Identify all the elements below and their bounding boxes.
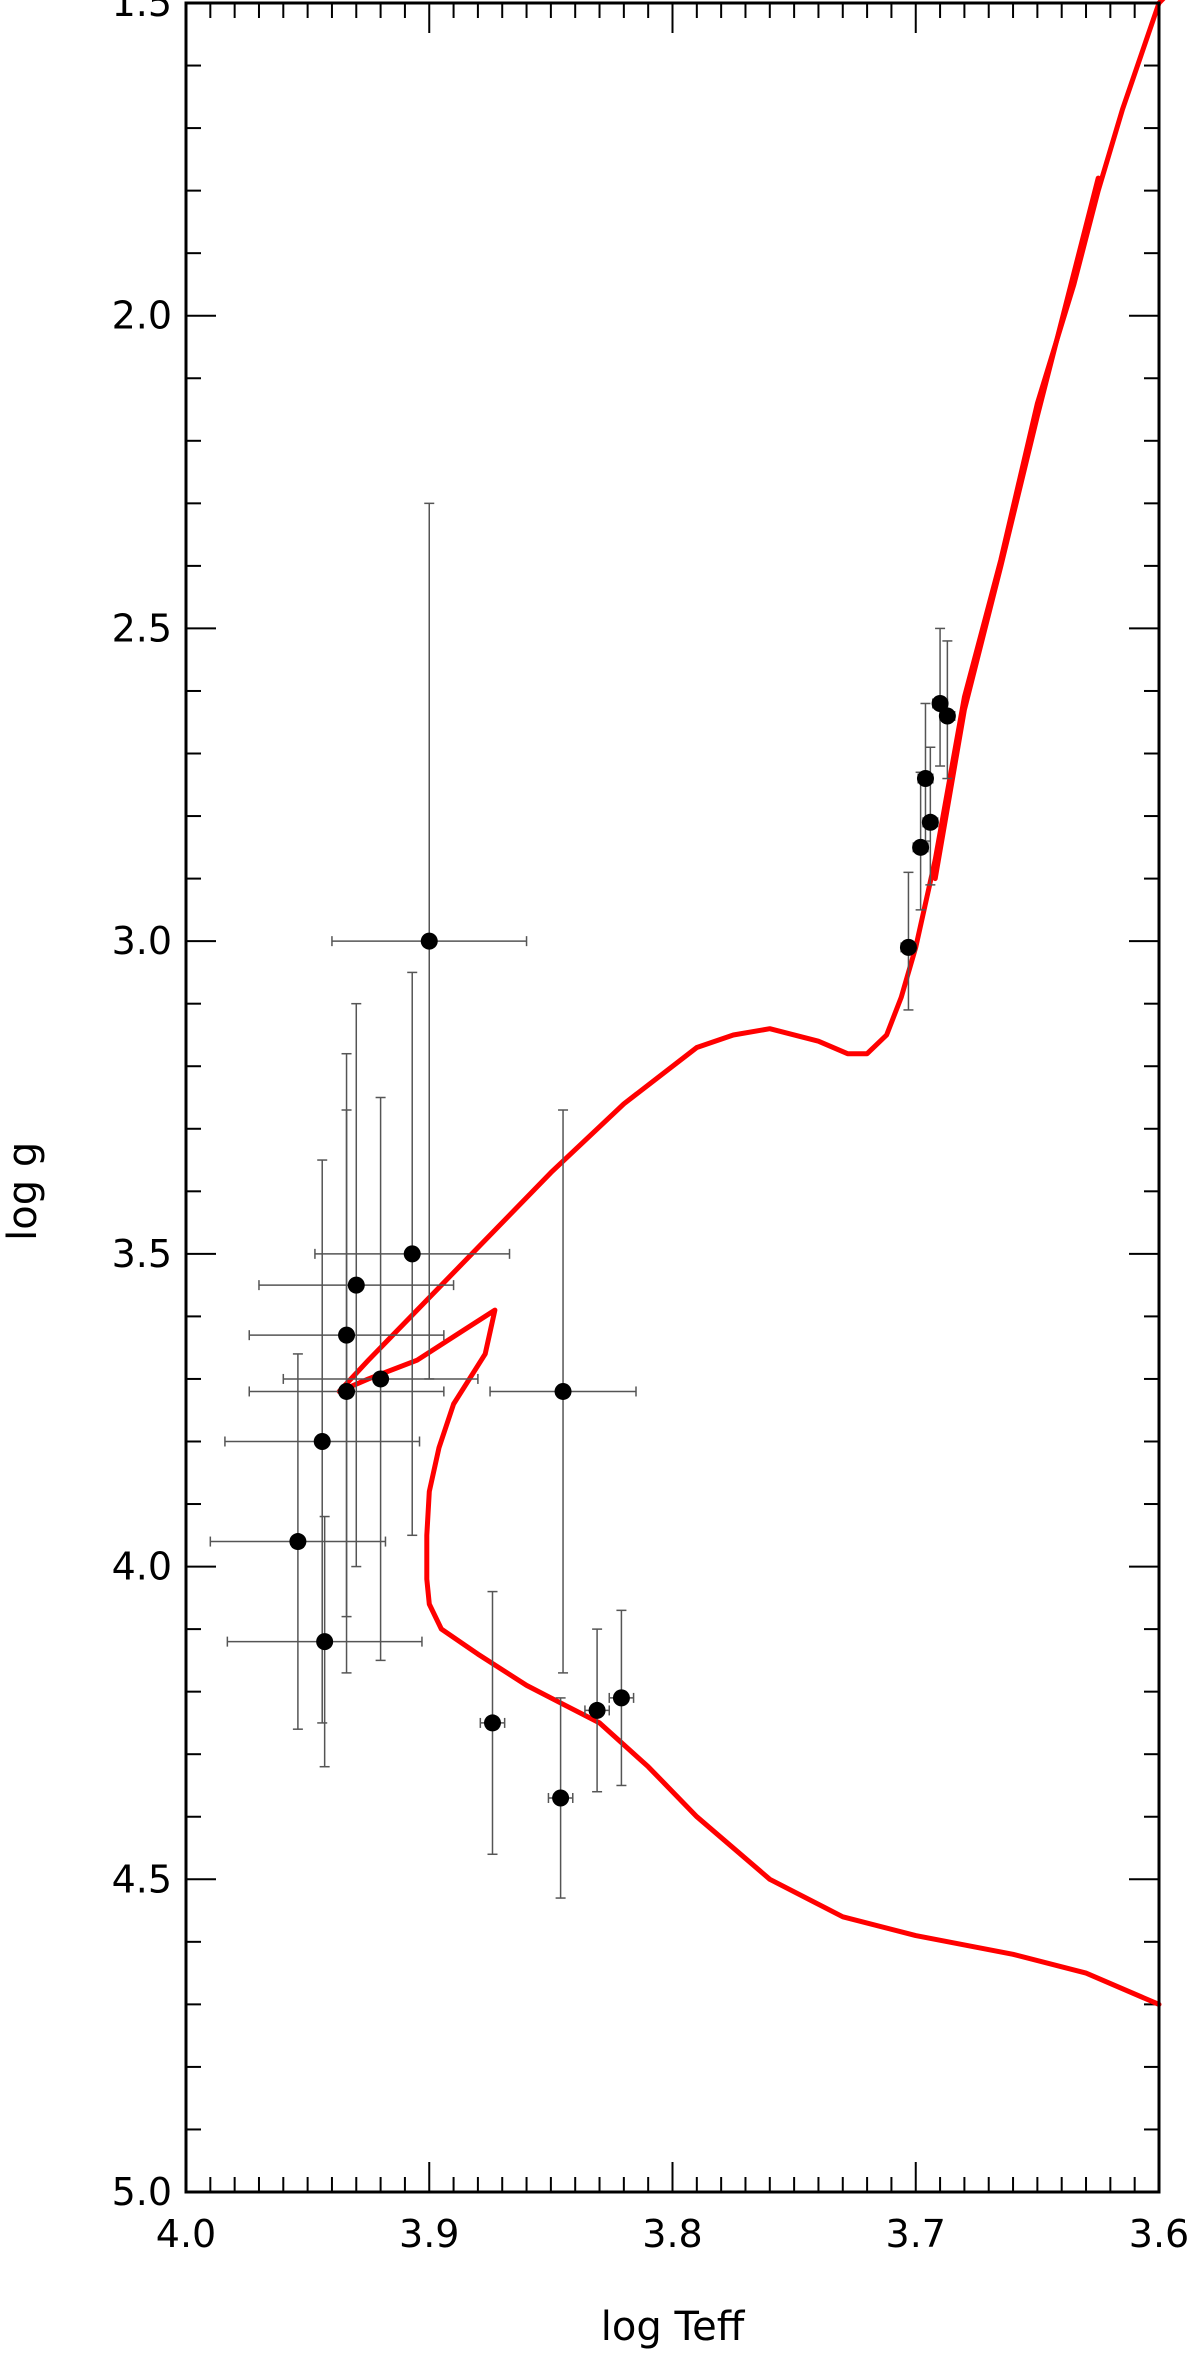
data-point [899, 938, 917, 956]
data-point [372, 1370, 390, 1388]
y-tick-label: 1.5 [112, 0, 172, 25]
data-point [483, 1714, 501, 1732]
data-point [612, 1689, 630, 1707]
track-line [336, 0, 1166, 2007]
data-point [313, 1432, 331, 1450]
data-point [347, 1276, 365, 1294]
x-tick-label: 3.9 [399, 2212, 459, 2256]
track-line [932, 175, 1101, 882]
y-tick-label: 5.0 [112, 2170, 172, 2214]
x-tick-label: 3.7 [886, 2212, 946, 2256]
data-point [554, 1382, 572, 1400]
data-point [552, 1789, 570, 1807]
data-point [921, 813, 939, 831]
y-axis-title: log g [0, 1142, 46, 1241]
data-point [338, 1326, 356, 1344]
plot-frame [184, 1, 1161, 2194]
data-point [420, 932, 438, 950]
data-point [403, 1245, 421, 1263]
data-point [338, 1382, 356, 1400]
data-point [916, 770, 934, 788]
data-point [289, 1533, 307, 1551]
isochrone-tracks [336, 0, 1166, 2007]
y-tick-label: 2.0 [112, 294, 172, 338]
data-point [588, 1701, 606, 1719]
y-tick-label: 3.0 [112, 919, 172, 963]
data-point [912, 838, 930, 856]
x-tick-label: 3.6 [1129, 2212, 1189, 2256]
x-tick-label: 4.0 [156, 2212, 216, 2256]
data-point [938, 707, 956, 725]
tick-labels: 4.0 3.9 3.8 3.7 3.6 1.5 2.0 2.5 3.0 3.5 4.0 4.5 5.0 [112, 0, 1190, 2256]
y-tick-label: 3.5 [112, 1232, 172, 1276]
axis-ticks [185, 2, 1160, 2193]
x-tick-label: 3.8 [642, 2212, 702, 2256]
data-point [316, 1633, 334, 1651]
x-axis-title: log Teff [601, 2304, 746, 2350]
y-tick-label: 2.5 [112, 606, 172, 650]
y-tick-label: 4.0 [112, 1545, 172, 1589]
y-tick-label: 4.5 [112, 1857, 172, 1901]
data-points [289, 694, 956, 1807]
data-point [931, 694, 949, 712]
